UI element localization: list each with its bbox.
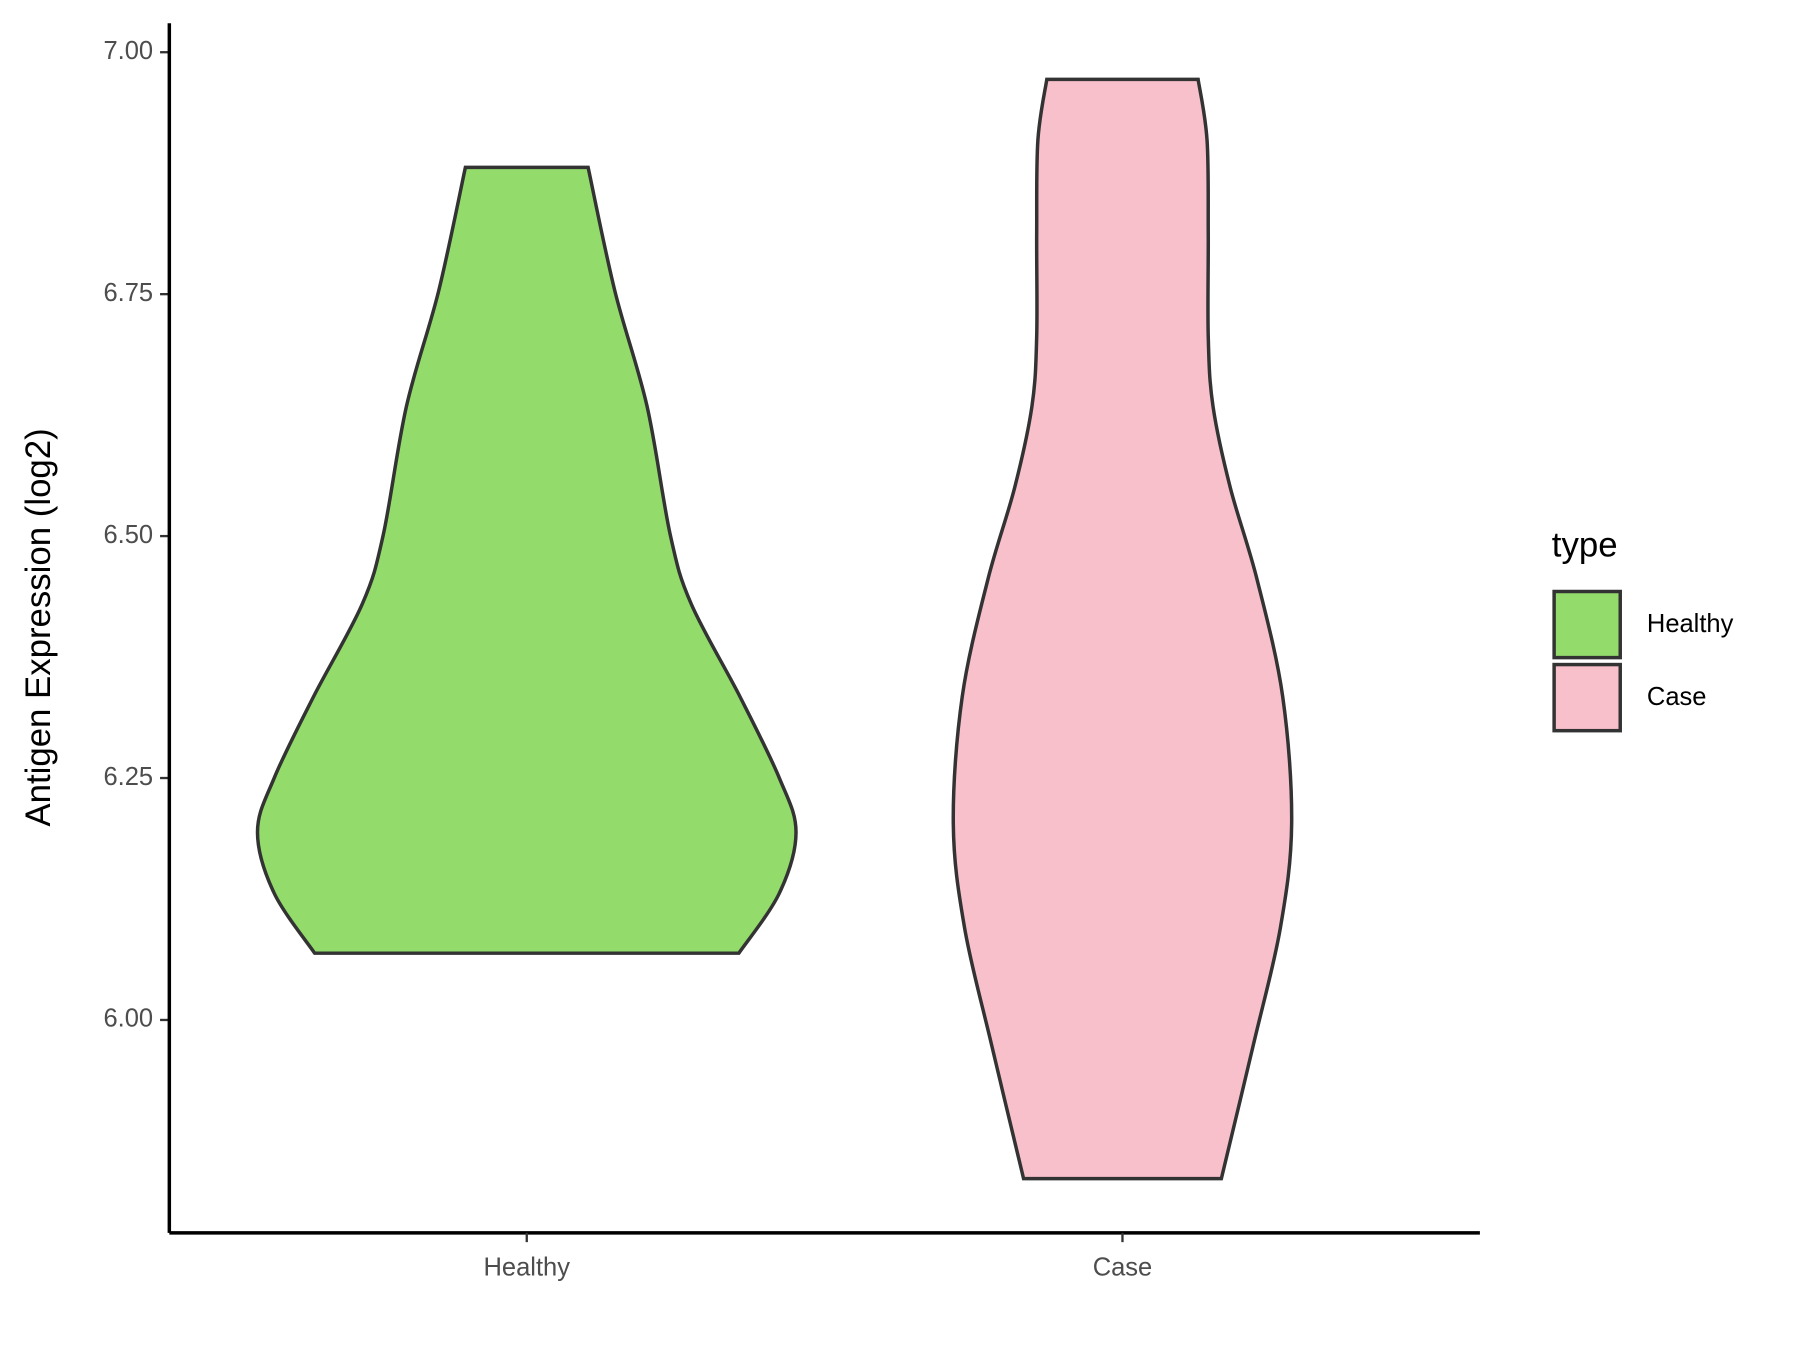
legend-title: type	[1552, 527, 1618, 565]
y-tick-label: 7.00	[103, 37, 153, 65]
legend-key	[1552, 589, 1622, 660]
violin	[255, 165, 798, 955]
legend-label: Healthy	[1647, 610, 1734, 638]
y-axis-title: Antigen Expression (log2)	[20, 428, 58, 826]
y-tick-label: 6.50	[103, 521, 153, 549]
legend-key	[1552, 662, 1622, 733]
y-tick-label: 6.25	[103, 763, 153, 791]
y-tick-label: 6.75	[103, 279, 153, 307]
x-tick-label: Healthy	[484, 1254, 571, 1282]
y-tick-label: 6.00	[103, 1005, 153, 1033]
violin	[951, 77, 1294, 1181]
x-tick-label: Case	[1093, 1254, 1153, 1282]
legend-label: Case	[1647, 683, 1707, 711]
